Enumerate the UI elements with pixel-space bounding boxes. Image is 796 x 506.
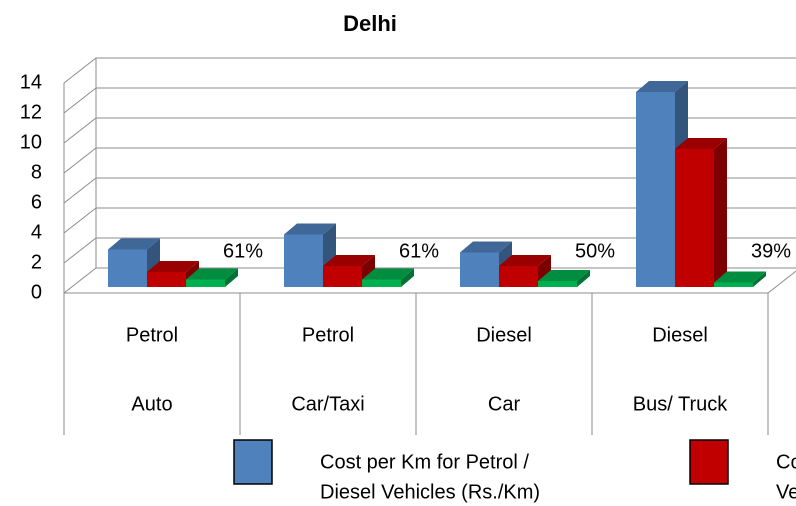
bar [323, 266, 362, 287]
y-tick-label: 12 [20, 101, 42, 123]
y-tick-label: 2 [31, 251, 42, 273]
bar [714, 282, 753, 287]
legend-label: Ve [776, 481, 796, 503]
floor-right [767, 270, 796, 294]
bar [499, 266, 538, 287]
bar [675, 149, 714, 287]
bar-side [577, 270, 590, 287]
bar-side [714, 138, 727, 287]
legend-swatch [689, 439, 729, 485]
x-tick-label: Petrol [126, 324, 178, 346]
bar [186, 279, 225, 287]
bar [636, 92, 675, 287]
x-tick-label: Car [488, 393, 521, 415]
y-tick-label: 0 [31, 281, 42, 303]
legend-label: Cost per Km for Petrol / [320, 451, 529, 473]
bar-top [186, 268, 238, 280]
y-tick-label: 8 [31, 161, 42, 183]
chart-title: Delhi [343, 11, 397, 36]
x-tick-label: Diesel [652, 324, 708, 346]
x-tick-label: Petrol [302, 324, 354, 346]
bar-side [401, 268, 414, 287]
data-label: 39% [751, 240, 791, 262]
bar-top [675, 138, 727, 149]
bar [460, 252, 499, 287]
x-tick-label: Bus/ Truck [633, 393, 728, 415]
bar-top [538, 270, 590, 281]
y-tick-label: 14 [20, 71, 42, 93]
legend-swatch [233, 439, 273, 485]
bar-top [460, 241, 512, 253]
bar-top [362, 268, 414, 280]
data-label: 61% [223, 240, 263, 262]
bar [284, 234, 323, 287]
bar-side [753, 271, 766, 287]
legend-label: Diesel Vehicles (Rs./Km) [320, 481, 540, 503]
bar [538, 281, 577, 287]
bar-top [499, 255, 551, 266]
y-tick-label: 10 [20, 131, 42, 153]
data-label: 61% [399, 240, 439, 262]
x-tick-label: Car/Taxi [291, 393, 364, 415]
bar [362, 279, 401, 287]
grid-line [63, 57, 796, 84]
bar-top [284, 223, 336, 235]
x-tick-label: Diesel [476, 324, 532, 346]
bar-top [636, 81, 688, 92]
bar [147, 272, 186, 287]
bar-top [108, 238, 160, 250]
y-tick-label: 6 [31, 191, 42, 213]
legend-label: Co [776, 451, 796, 473]
bar [108, 249, 147, 287]
bar-top [323, 255, 375, 266]
bar-side [225, 268, 238, 287]
bar-top [714, 271, 766, 283]
x-tick-label: Auto [131, 393, 172, 415]
data-label: 50% [575, 240, 615, 262]
y-tick-label: 4 [31, 221, 42, 243]
bar-top [147, 261, 199, 272]
